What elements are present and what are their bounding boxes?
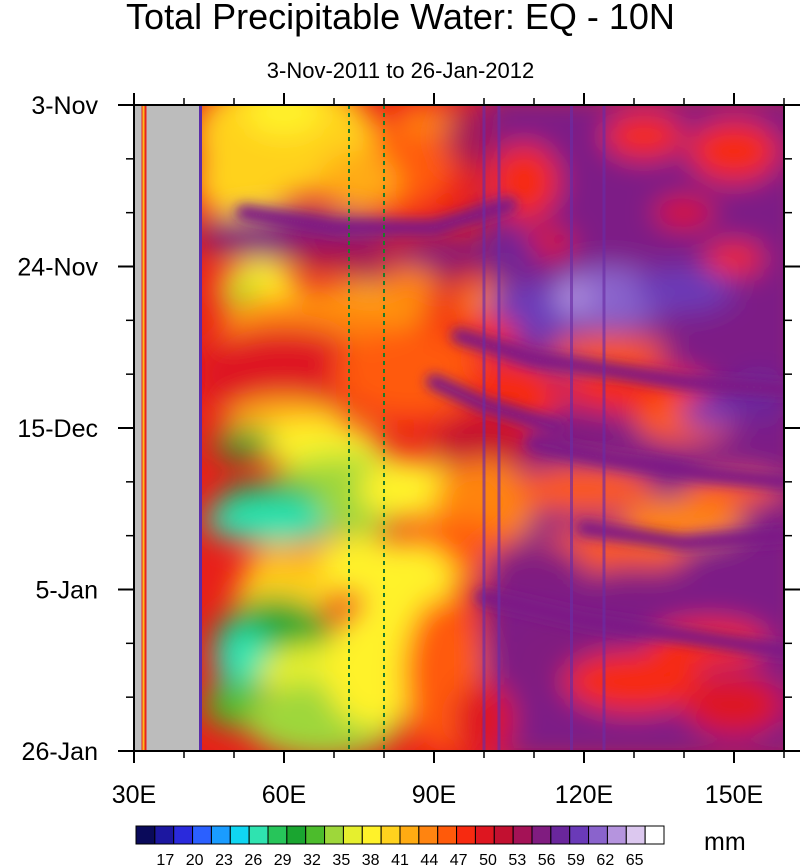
- colorbar-label: 47: [450, 852, 468, 867]
- colorbar-swatch: [606, 825, 627, 845]
- colorbar-label: 35: [332, 852, 350, 867]
- colorbar-label: 44: [420, 852, 438, 867]
- field-blob: [244, 105, 324, 136]
- colorbar-swatch: [588, 825, 608, 845]
- colorbar-swatch: [192, 825, 212, 845]
- colorbar-label: 38: [362, 852, 380, 867]
- colorbar-label: 26: [244, 852, 262, 867]
- colorbar-swatch: [512, 825, 533, 845]
- colorbar-swatch: [229, 825, 250, 845]
- colorbar-swatch: [474, 825, 495, 845]
- field-blob: [514, 466, 654, 513]
- field-blob: [684, 674, 784, 736]
- colorbar-swatch: [210, 825, 231, 845]
- field-blob: [679, 397, 739, 428]
- land-mask: [134, 105, 142, 751]
- x-tick-label: 30E: [112, 781, 156, 809]
- x-tick-label: 120E: [555, 781, 613, 809]
- field-blob: [689, 120, 779, 182]
- field-streak: [476, 589, 784, 660]
- colorbar-swatch: [173, 825, 194, 845]
- colorbar-label: 29: [274, 852, 292, 867]
- colorbar-label: 65: [626, 852, 644, 867]
- colorbar-label: 32: [303, 852, 321, 867]
- field-blob: [394, 105, 454, 136]
- longitude-seam: [497, 105, 501, 751]
- field-blob: [484, 543, 584, 590]
- colorbar-swatch: [286, 825, 307, 845]
- colorbar-swatch: [248, 825, 269, 845]
- y-tick-label: 26-Jan: [22, 738, 98, 766]
- colorbar-swatch: [550, 825, 571, 845]
- colorbar: 17 20 23 26 29 32 35 38 41 44 47 50 53 56 59 62 65: [135, 825, 665, 867]
- field-blob: [559, 281, 589, 313]
- colorbar-label: 53: [508, 852, 526, 867]
- y-tick-label: 3-Nov: [31, 92, 98, 120]
- field-blob: [334, 328, 484, 421]
- field-blob: [379, 266, 439, 313]
- field-streak: [451, 327, 784, 398]
- field-streak: [576, 519, 784, 552]
- colorbar-swatch: [399, 825, 420, 845]
- colorbar-swatch: [380, 825, 401, 845]
- field-blob: [204, 497, 344, 544]
- field-blob: [704, 243, 764, 275]
- chart-subtitle: 3-Nov-2011 to 26-Jan-2012: [266, 58, 535, 83]
- colorbar-swatch: [456, 825, 476, 845]
- heatmap-field: [134, 105, 784, 751]
- colorbar-label: 20: [186, 852, 204, 867]
- colorbar-swatch: [625, 825, 646, 845]
- field-blob: [394, 235, 494, 267]
- x-tick-label: 150E: [705, 781, 763, 809]
- chart-title: Total Precipitable Water: EQ - 10N: [126, 0, 675, 37]
- field-blob: [284, 235, 384, 267]
- colorbar-swatch: [437, 825, 458, 845]
- field-blob: [319, 151, 399, 213]
- colorbar-swatch: [569, 825, 590, 845]
- colorbar-swatch: [418, 825, 439, 845]
- field-blob: [604, 112, 684, 159]
- colorbar-swatch: [135, 825, 156, 845]
- colorbar-label: 41: [391, 852, 409, 867]
- field-blob: [654, 197, 714, 229]
- longitude-seam: [482, 105, 486, 751]
- coastal-strip: [142, 105, 145, 751]
- colorbar-swatch: [361, 825, 382, 845]
- longitude-seam: [602, 105, 606, 751]
- field-blob: [194, 143, 294, 221]
- field-blob: [634, 266, 734, 313]
- coastline-edge: [199, 105, 202, 751]
- colorbar-swatch: [493, 825, 514, 845]
- colorbar-swatch: [154, 825, 175, 845]
- colorbar-swatch: [324, 825, 344, 845]
- colorbar-label: 56: [538, 852, 556, 867]
- field-blob: [564, 651, 704, 713]
- field-blob: [194, 328, 374, 421]
- colorbar-label: 17: [156, 852, 174, 867]
- field-blob: [584, 566, 684, 598]
- colorbar-label: 23: [215, 852, 233, 867]
- x-tick-label: 90E: [412, 781, 456, 809]
- field-blob: [479, 235, 539, 267]
- x-tick-label: 60E: [262, 781, 306, 809]
- y-tick-label: 5-Jan: [35, 577, 98, 605]
- colorbar-swatch: [531, 825, 552, 845]
- colorbar-swatch: [305, 825, 326, 845]
- colorbar-label: 59: [567, 852, 585, 867]
- longitude-seam: [570, 105, 573, 751]
- field-blob: [214, 428, 274, 459]
- colorbar-units: mm: [704, 828, 746, 856]
- y-tick-label: 24-Nov: [17, 254, 98, 282]
- land-mask: [146, 105, 199, 751]
- y-tick-label: 15-Dec: [17, 415, 98, 443]
- colorbar-swatch: [342, 825, 363, 845]
- colorbar-label: 62: [596, 852, 614, 867]
- colorbar-label: 50: [479, 852, 497, 867]
- colorbar-swatch: [267, 825, 288, 845]
- colorbar-swatch: [644, 825, 665, 845]
